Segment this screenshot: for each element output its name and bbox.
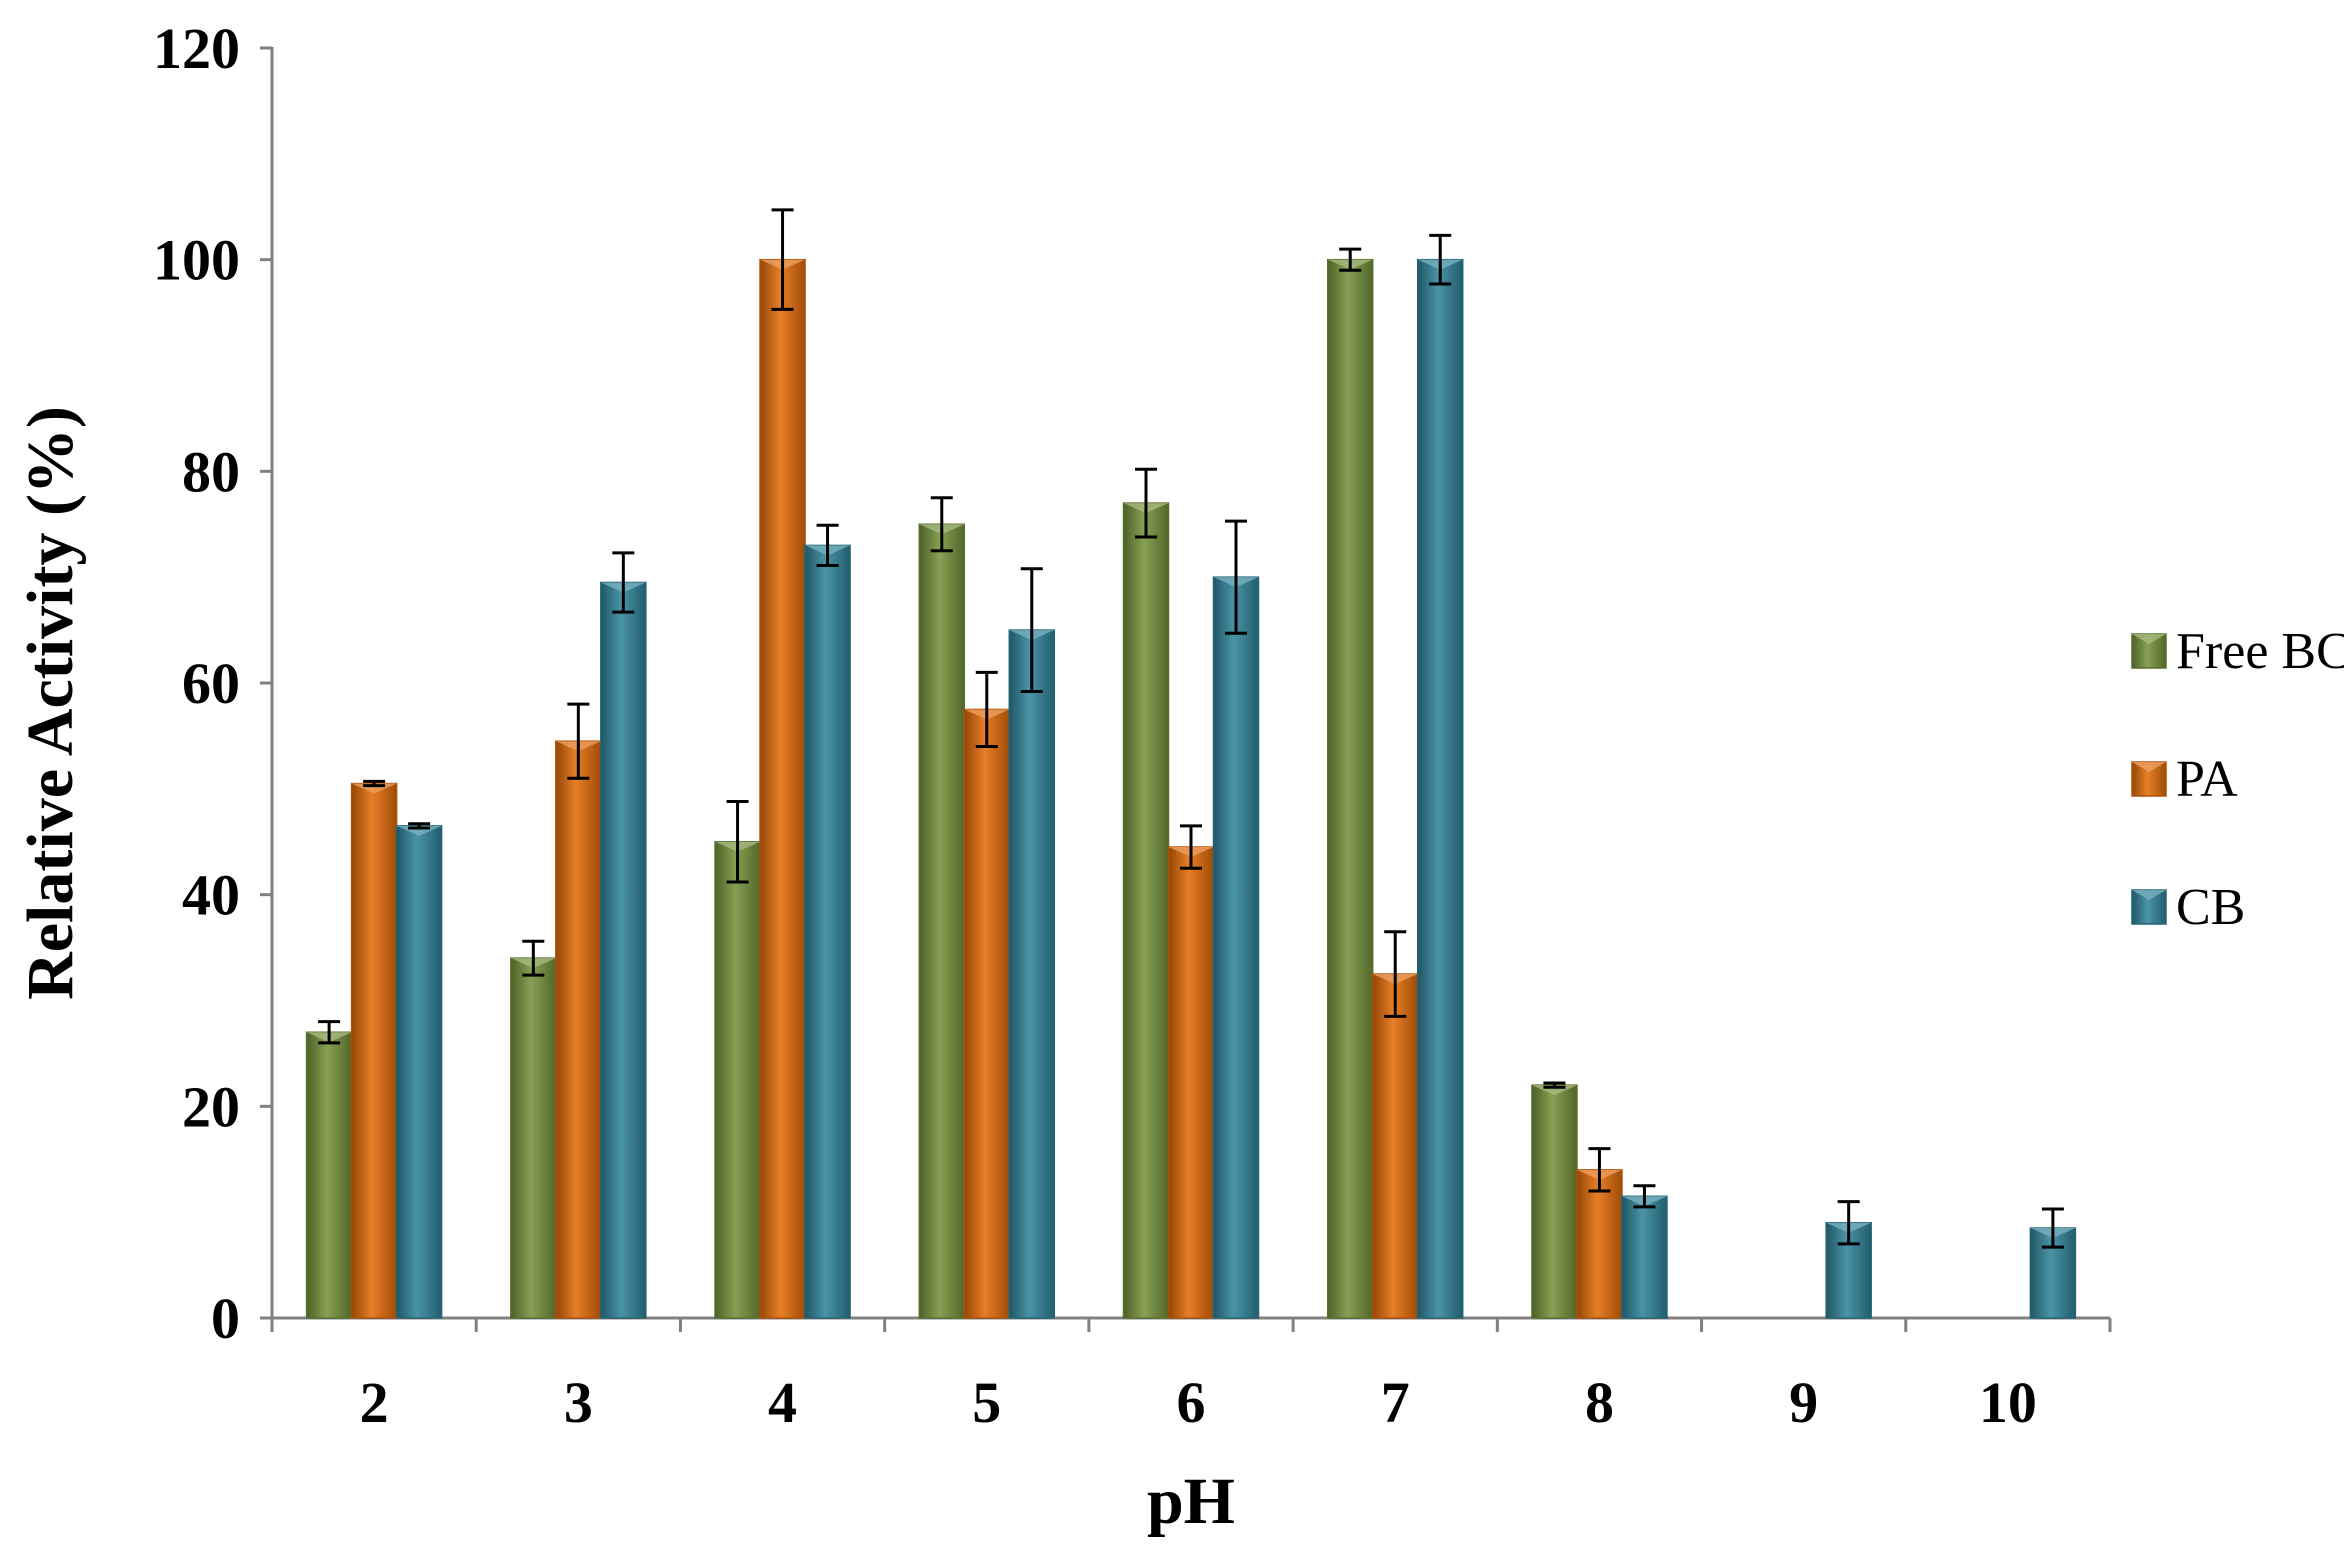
error-bars [318, 208, 2064, 1249]
legend-label: Free BCL [2176, 623, 2344, 680]
x-tick-label: 3 [564, 1370, 593, 1435]
bar-top-bevel [351, 783, 397, 794]
error-bar [1020, 567, 1043, 693]
error-bar [1543, 1081, 1566, 1089]
x-tick-label: 8 [1585, 1370, 1614, 1435]
bar-free-bcl-3 [510, 957, 557, 1319]
bar-pa-4 [759, 258, 806, 1319]
error-bar [726, 800, 749, 884]
legend-item-free-bcl: Free BCL [2131, 623, 2344, 680]
error-bar [1180, 824, 1202, 870]
x-tick-label: 6 [1177, 1370, 1206, 1435]
legend-label: PA [2176, 751, 2238, 808]
bar-cb-5 [1008, 629, 1056, 1319]
y-tick-label: 20 [182, 1074, 240, 1139]
bar-free-bcl-2 [305, 1031, 353, 1319]
bar-pa-7 [1371, 973, 1419, 1319]
bar-cb-8 [1621, 1195, 1668, 1319]
bar-free-bcl-8 [1531, 1084, 1578, 1319]
bars [305, 258, 2077, 1319]
bar-cb-6 [1212, 576, 1260, 1319]
error-bar [1588, 1147, 1611, 1193]
error-bar [567, 702, 590, 780]
error-bar [771, 208, 794, 311]
y-tick-label: 80 [182, 439, 240, 504]
error-bar [930, 496, 953, 553]
x-tick-label: 2 [360, 1370, 389, 1435]
error-bar [975, 670, 998, 748]
error-bar [363, 779, 386, 788]
y-tick-label: 0 [211, 1286, 240, 1351]
bar-top-bevel [1531, 1085, 1577, 1096]
bar-pa-3 [555, 740, 602, 1319]
bar-cb-3 [600, 581, 647, 1319]
bar-free-bcl-4 [714, 841, 761, 1319]
error-bar [612, 551, 635, 614]
error-bar [1384, 930, 1407, 1018]
bar-cb-7 [1416, 258, 1464, 1319]
legend-item-pa: PA [2131, 751, 2238, 808]
x-tick-label: 5 [972, 1370, 1001, 1435]
error-bar [1837, 1200, 1860, 1246]
error-bar [1633, 1184, 1656, 1209]
error-bar [522, 939, 545, 977]
legend-item-cb: CB [2131, 879, 2245, 936]
legend-label: CB [2176, 879, 2245, 936]
bar-pa-8 [1576, 1169, 1623, 1319]
tick-labels: 0 20 40 60 80 100 120 2 3 4 5 6 7 8 9 10 [153, 16, 2037, 1435]
error-bar [1339, 247, 1362, 272]
y-tick-label: 60 [182, 651, 240, 716]
bar-cb-4 [804, 544, 851, 1319]
y-tick-label: 100 [153, 228, 240, 293]
y-axis-title: Relative Activity (%) [14, 406, 87, 1000]
y-tick-label: 120 [153, 16, 240, 81]
error-bar [1135, 467, 1157, 539]
bar-pa-5 [963, 708, 1011, 1319]
y-tick-label: 40 [182, 863, 240, 928]
legend: Free BCL PA CB [2131, 623, 2344, 936]
bar-pa-6 [1167, 846, 1215, 1319]
error-bar [2041, 1207, 2064, 1249]
x-tick-label: 9 [1789, 1370, 1818, 1435]
x-tick-label: 4 [768, 1370, 797, 1435]
error-bar [1429, 233, 1452, 286]
bar-top-bevel [396, 825, 442, 836]
x-tick-label: 7 [1381, 1370, 1410, 1435]
error-bar [816, 523, 839, 568]
error-bar [408, 822, 431, 830]
bar-free-bcl-5 [918, 523, 966, 1319]
error-bar [318, 1020, 341, 1045]
x-axis-title: pH [1147, 1465, 1235, 1538]
bar-pa-2 [350, 782, 398, 1319]
bar-free-bcl-6 [1122, 502, 1170, 1319]
error-bar [1225, 519, 1247, 635]
bar-free-bcl-7 [1326, 258, 1374, 1319]
bar-cb-2 [395, 825, 443, 1319]
x-tick-label: 10 [1979, 1370, 2037, 1435]
